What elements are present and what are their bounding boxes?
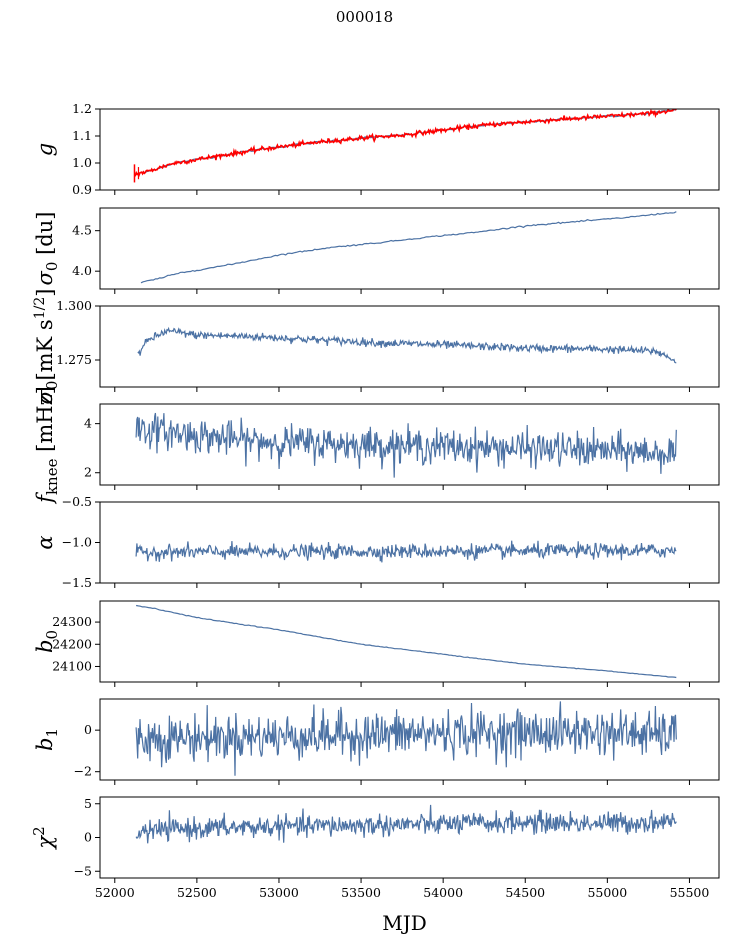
series-line-sigma0_mk — [137, 326, 677, 364]
series-line-chi2 — [135, 804, 677, 844]
series-line-alpha — [135, 540, 677, 563]
ytick-label-b1: −2 — [74, 764, 92, 779]
ytick-label-g: 0.9 — [72, 182, 92, 197]
ytick-label-g: 1.2 — [72, 101, 92, 116]
ytick-label-b0: 24100 — [52, 658, 92, 673]
xtick-label: 55500 — [670, 885, 710, 900]
ytick-label-b0: 24200 — [52, 636, 92, 651]
panel-frame-alpha — [99, 501, 720, 584]
ylabel-chi2: χ2 — [30, 826, 57, 850]
panel-frame-fknee — [99, 403, 720, 486]
ytick-label-sigma0_du: 4.5 — [72, 223, 92, 238]
panel-frame-g — [99, 108, 720, 191]
panel-frame-sigma0_du — [99, 207, 720, 290]
ytick-label-fknee: 2 — [84, 465, 92, 480]
panel-frame-sigma0_mk — [99, 305, 720, 388]
ytick-label-sigma0_du: 4.0 — [72, 263, 92, 278]
series-line-g — [134, 109, 677, 176]
panel-g: 0.9 1.0 1.1 1.2 g — [33, 101, 720, 197]
xtick-label: 53500 — [341, 885, 381, 900]
ytick-label-chi2: 0 — [84, 830, 92, 845]
ylabel-g: g — [33, 143, 57, 156]
series-line-b0 — [135, 604, 677, 679]
figure-title: 000018 — [335, 8, 394, 26]
panel-sigma0_du: 4.0 4.5 σ0 [du] — [33, 207, 720, 294]
xtick-label: 52500 — [177, 885, 217, 900]
panel-b1: −2 0 b1 — [33, 698, 720, 785]
ytick-label-chi2: −5 — [74, 863, 92, 878]
ylabel-b0: b0 — [33, 630, 61, 653]
ytick-label-alpha: −1.0 — [62, 535, 92, 550]
panel-frame-b1 — [99, 698, 720, 781]
ytick-label-g: 1.1 — [72, 128, 92, 143]
ylabel-sigma0_mk: σ0[mK s1/2] — [32, 289, 61, 405]
ylabel-alpha: α — [33, 535, 57, 549]
ytick-label-g: 1.0 — [72, 155, 92, 170]
xtick-label: 55000 — [587, 885, 627, 900]
ytick-label-b1: 0 — [84, 722, 92, 737]
ytick-label-alpha: −0.5 — [62, 494, 92, 509]
xtick-label: 54000 — [423, 885, 463, 900]
ytick-label-sigma0_mk: 1.300 — [56, 298, 92, 313]
panel-frame-b0 — [99, 600, 720, 683]
xtick-label: 52000 — [95, 885, 135, 900]
xtick-label: 54500 — [505, 885, 545, 900]
xtick-label: 53000 — [259, 885, 299, 900]
ylabel-sigma0_du: σ0 [du] — [33, 212, 61, 286]
ytick-label-sigma0_mk: 1.275 — [56, 352, 92, 367]
panel-chi2: −5 0 5 52000 52500 53000 53500 54000 54500 55000 5… — [30, 796, 720, 900]
ytick-label-fknee: 4 — [84, 416, 92, 431]
ytick-label-chi2: 5 — [84, 796, 92, 811]
fit-line-g — [133, 109, 677, 178]
ytick-label-alpha: −1.5 — [62, 575, 92, 590]
panel-alpha: −1.5 −1.0 −0.5 α — [33, 494, 720, 590]
series-line-fknee — [135, 412, 677, 478]
xaxis-label: MJD — [382, 911, 427, 935]
panel-fknee: 2 4 fknee [mHz] — [33, 386, 720, 505]
panel-frame-chi2 — [99, 796, 720, 879]
series-line-b1 — [135, 701, 677, 776]
ylabel-fknee: fknee [mHz] — [33, 386, 61, 505]
ytick-label-b0: 24300 — [52, 614, 92, 629]
ylabel-b1: b1 — [33, 728, 61, 751]
series-line-sigma0_du — [140, 211, 677, 284]
